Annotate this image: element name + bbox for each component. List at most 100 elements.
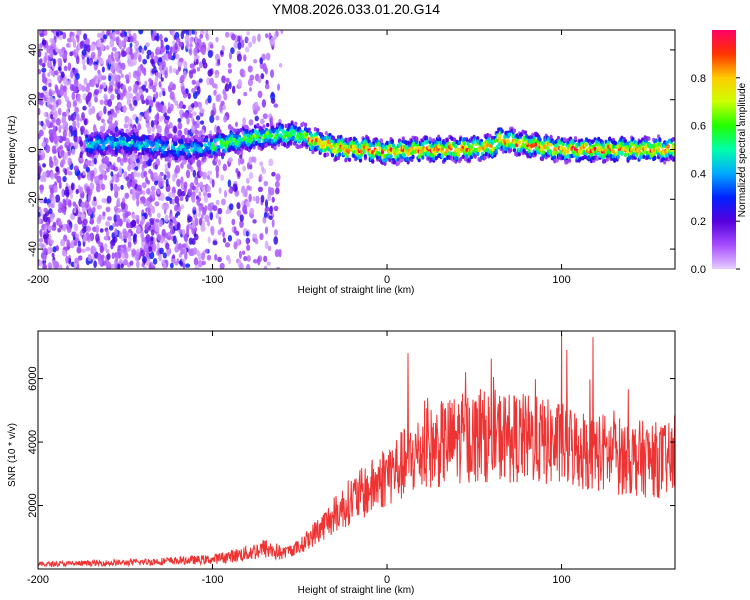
- spectrogram-noise-dot: [65, 197, 69, 206]
- spectrogram-noise-dot: [236, 202, 241, 210]
- spectrogram-noise-dot: [39, 184, 44, 191]
- spectrogram-noise-dot: [73, 78, 79, 88]
- spectrogram-noise-dot: [270, 92, 276, 101]
- spectrogram-ridge-dot: [303, 122, 308, 128]
- spectrogram-ridge-dot: [308, 137, 313, 142]
- spectrogram-noise-dot: [183, 60, 188, 70]
- spectrogram-noise-dot: [275, 173, 281, 182]
- spectrogram-ridge-dot: [646, 151, 650, 156]
- spectrogram-ridge-dot: [159, 139, 163, 145]
- spectrogram-noise-dot: [65, 137, 70, 146]
- spectrogram-ridge-dot: [196, 154, 200, 159]
- spectrogram-noise-dot: [251, 35, 257, 45]
- spectrogram-ridge-dot: [369, 142, 374, 148]
- spectrogram-ridge-dot: [99, 150, 104, 156]
- spectrogram-ridge-dot: [521, 142, 525, 147]
- snr-y-tick-label: 2000: [27, 493, 39, 517]
- spectrogram-noise-dot: [218, 187, 222, 194]
- spectrogram-ridge-dot: [378, 152, 382, 158]
- spectrogram-noise-dot: [191, 124, 195, 134]
- spectrogram-noise-dot: [222, 76, 226, 84]
- spectrogram-noise-dot: [115, 254, 119, 263]
- spectrogram-ridge-dot: [521, 129, 525, 135]
- spectrogram-ridge-dot: [522, 148, 526, 153]
- spectrogram-noise-dot: [41, 62, 46, 68]
- spectrogram-noise-dot: [210, 109, 215, 117]
- spectrogram-ridge-dot: [251, 128, 255, 134]
- spectrogram-ridge-dot: [103, 151, 107, 156]
- spectrogram-noise-dot: [110, 171, 114, 177]
- spectrogram-ridge-dot: [525, 134, 529, 139]
- spectrogram-noise-dot: [166, 109, 172, 114]
- spectrogram-noise-dot: [264, 240, 269, 250]
- snr-x-tick-label: -100: [202, 574, 224, 586]
- spectrogram-noise-dot: [106, 195, 112, 204]
- spectrogram-noise-dot: [49, 187, 55, 194]
- spectrogram-noise-dot: [185, 88, 189, 94]
- spectrogram-ridge-dot: [307, 127, 311, 132]
- spectrogram-ridge-dot: [262, 129, 266, 135]
- spectrogram-ridge-dot: [584, 142, 589, 147]
- spectrogram-noise-dot: [259, 57, 264, 65]
- spectrogram-noise-dot: [183, 233, 189, 243]
- spectrogram-noise-dot: [57, 57, 63, 64]
- spectrogram-noise-dot: [76, 35, 80, 43]
- spectrogram-noise-dot: [182, 30, 187, 34]
- spectrogram-noise-dot: [54, 261, 60, 269]
- spectrogram-noise-dot: [243, 209, 248, 215]
- spectrogram-noise-dot: [165, 115, 170, 121]
- spectrogram-noise-dot: [110, 183, 114, 192]
- snr-y-tick-label: 6000: [27, 366, 39, 390]
- spectrogram-noise-dot: [241, 250, 246, 255]
- spectrogram-noise-dot: [215, 115, 220, 121]
- spectrogram-y-tick-label: 40: [27, 44, 39, 56]
- spectrogram-noise-dot: [264, 83, 270, 90]
- spectrogram-noise-dot: [68, 257, 72, 265]
- spectrogram-noise-dot: [81, 227, 87, 234]
- spectrogram-noise-dot: [100, 118, 105, 124]
- spectrogram-ridge-dot: [611, 149, 615, 154]
- spectrogram-ridge-dot: [624, 152, 628, 158]
- spectrogram-ridge-dot: [305, 132, 309, 137]
- spectrogram-noise-dot: [197, 182, 201, 188]
- spectrogram-ridge-dot: [338, 152, 342, 157]
- spectrogram-ridge-dot: [549, 150, 553, 155]
- spectrogram-noise-dot: [263, 212, 268, 218]
- spectrogram-noise-dot: [168, 192, 173, 197]
- spectrogram-noise-dot: [263, 180, 269, 187]
- spectrogram-noise-dot: [158, 80, 162, 88]
- spectrogram-noise-dot: [58, 264, 63, 269]
- spectrogram-noise-dot: [79, 117, 83, 122]
- spectrogram-noise-dot: [85, 44, 91, 53]
- spectrogram-ridge-dot: [440, 150, 444, 155]
- spectrogram-noise-dot: [82, 105, 87, 111]
- spectrogram-ridge-dot: [595, 156, 600, 161]
- spectrogram-ridge-dot: [279, 133, 283, 138]
- spectrogram-ridge-dot: [385, 140, 389, 146]
- spectrogram-noise-dot: [150, 58, 155, 65]
- spectrogram-noise-dot: [82, 170, 86, 176]
- spectrogram-ridge-dot: [319, 148, 324, 153]
- spectrogram-noise-dot: [176, 258, 180, 264]
- spectrogram-noise-dot: [263, 265, 268, 269]
- spectrogram-noise-dot: [252, 259, 258, 264]
- spectrogram-ridge-dot: [560, 137, 564, 142]
- spectrogram-noise-dot: [183, 181, 188, 189]
- spectrogram-ridge-dot: [613, 157, 617, 163]
- spectrogram-noise-dot: [110, 94, 115, 101]
- spectrogram-noise-dot: [52, 58, 56, 67]
- spectrogram-noise-dot: [63, 189, 68, 196]
- spectrogram-ridge-dot: [445, 138, 449, 143]
- spectrogram-noise-dot: [191, 195, 196, 203]
- spectrogram-noise-dot: [143, 243, 149, 252]
- spectrogram-ridge-dot: [617, 150, 622, 156]
- spectrogram-ridge-dot: [135, 131, 139, 137]
- spectrogram-noise-dot: [68, 78, 72, 86]
- spectrogram-noise-dot: [45, 91, 50, 99]
- spectrogram-noise-dot: [75, 72, 80, 80]
- spectrogram-noise-dot: [187, 223, 191, 229]
- colorbar-ticks: 0.00.20.40.60.8: [691, 73, 740, 276]
- spectrogram-noise-dot: [158, 103, 163, 113]
- spectrogram-noise-dot: [73, 165, 79, 172]
